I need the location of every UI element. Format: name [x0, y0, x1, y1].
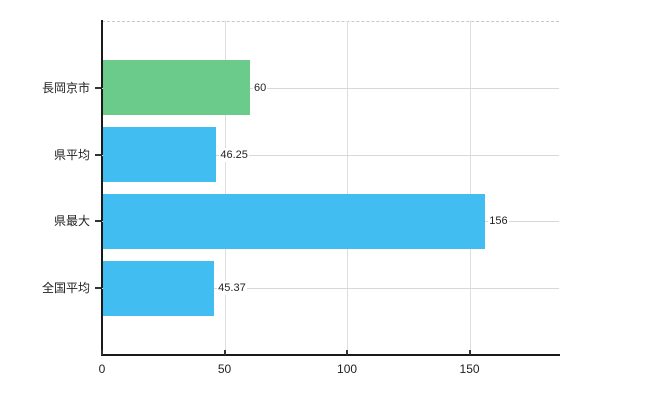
- plot-top-border: [102, 21, 559, 22]
- bar-value-label: 60: [253, 80, 268, 95]
- bar-value-label: 46.25: [219, 147, 249, 162]
- category-label: 県平均: [53, 147, 90, 162]
- x-gridline: [224, 21, 226, 355]
- y-axis-tick: [95, 86, 101, 89]
- x-axis-tick: [101, 350, 103, 355]
- x-tick-label: 100: [337, 362, 358, 376]
- x-axis-tick: [346, 350, 349, 355]
- x-tick-label: 150: [459, 362, 480, 376]
- x-gridline: [469, 21, 471, 355]
- x-tick-label: 0: [98, 362, 106, 376]
- category-label: 県最大: [53, 214, 90, 229]
- category-gridline: [102, 288, 559, 290]
- y-axis-tick: [95, 287, 101, 290]
- bar[interactable]: [103, 260, 215, 316]
- category-label: 全国平均: [41, 281, 90, 296]
- bar[interactable]: [103, 127, 217, 183]
- y-axis-tick: [95, 153, 101, 156]
- x-gridline: [347, 21, 349, 355]
- category-gridline: [102, 87, 559, 89]
- x-axis-line: [101, 354, 560, 356]
- y-axis-line: [101, 20, 103, 355]
- x-tick-label: 50: [217, 362, 232, 376]
- x-axis-tick: [468, 350, 471, 355]
- y-axis-tick: [95, 220, 101, 223]
- bar-value-label: 45.37: [217, 281, 247, 296]
- bar-value-label: 156: [488, 214, 509, 229]
- plot-area: 60 46.25 156 45.37: [101, 20, 560, 356]
- x-axis-tick: [223, 350, 226, 355]
- category-gridline: [102, 154, 559, 156]
- category-label: 長岡京市: [41, 80, 90, 95]
- bar[interactable]: [103, 60, 251, 116]
- bar[interactable]: [103, 193, 486, 249]
